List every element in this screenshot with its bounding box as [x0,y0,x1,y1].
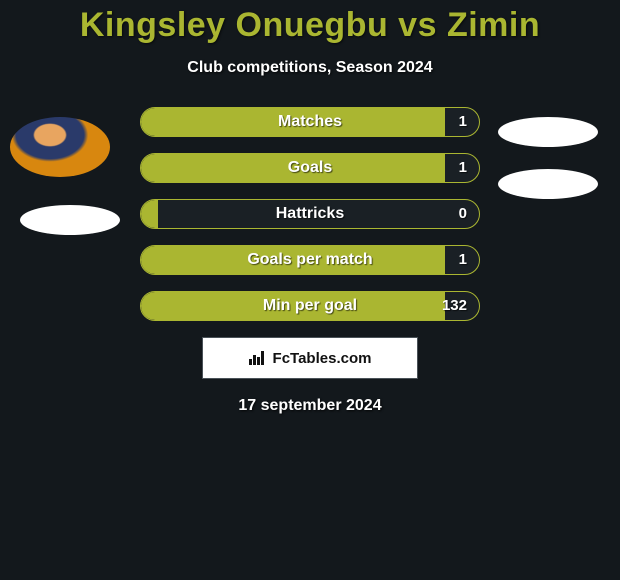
stat-bar-fill [141,108,445,136]
bars-icon [249,351,267,365]
stat-bar: Goals per match 1 [140,245,480,275]
stat-bar-fill [141,246,445,274]
stats-bars: Matches 1 Goals 1 Hattricks 0 Goals per … [140,107,480,321]
brand-text: FcTables.com [273,350,372,367]
stat-value: 1 [459,246,467,274]
subtitle: Club competitions, Season 2024 [0,59,620,77]
brand-box: FcTables.com [202,337,418,379]
stat-value: 1 [459,108,467,136]
stat-bar: Matches 1 [140,107,480,137]
stat-value: 0 [459,200,467,228]
stat-bar: Hattricks 0 [140,199,480,229]
stat-bar-fill [141,292,445,320]
stat-bar: Min per goal 132 [140,291,480,321]
player-left-photo [10,117,110,177]
stat-label: Hattricks [141,200,479,228]
stat-bar: Goals 1 [140,153,480,183]
stat-value: 132 [442,292,467,320]
stat-value: 1 [459,154,467,182]
date-label: 17 september 2024 [0,397,620,415]
stat-bar-fill [141,154,445,182]
stat-bar-fill [141,200,158,228]
page-title: Kingsley Onuegbu vs Zimin [0,0,620,45]
decorative-ellipse [498,169,598,199]
comparison-panel: Matches 1 Goals 1 Hattricks 0 Goals per … [0,107,620,415]
decorative-ellipse [20,205,120,235]
decorative-ellipse [498,117,598,147]
